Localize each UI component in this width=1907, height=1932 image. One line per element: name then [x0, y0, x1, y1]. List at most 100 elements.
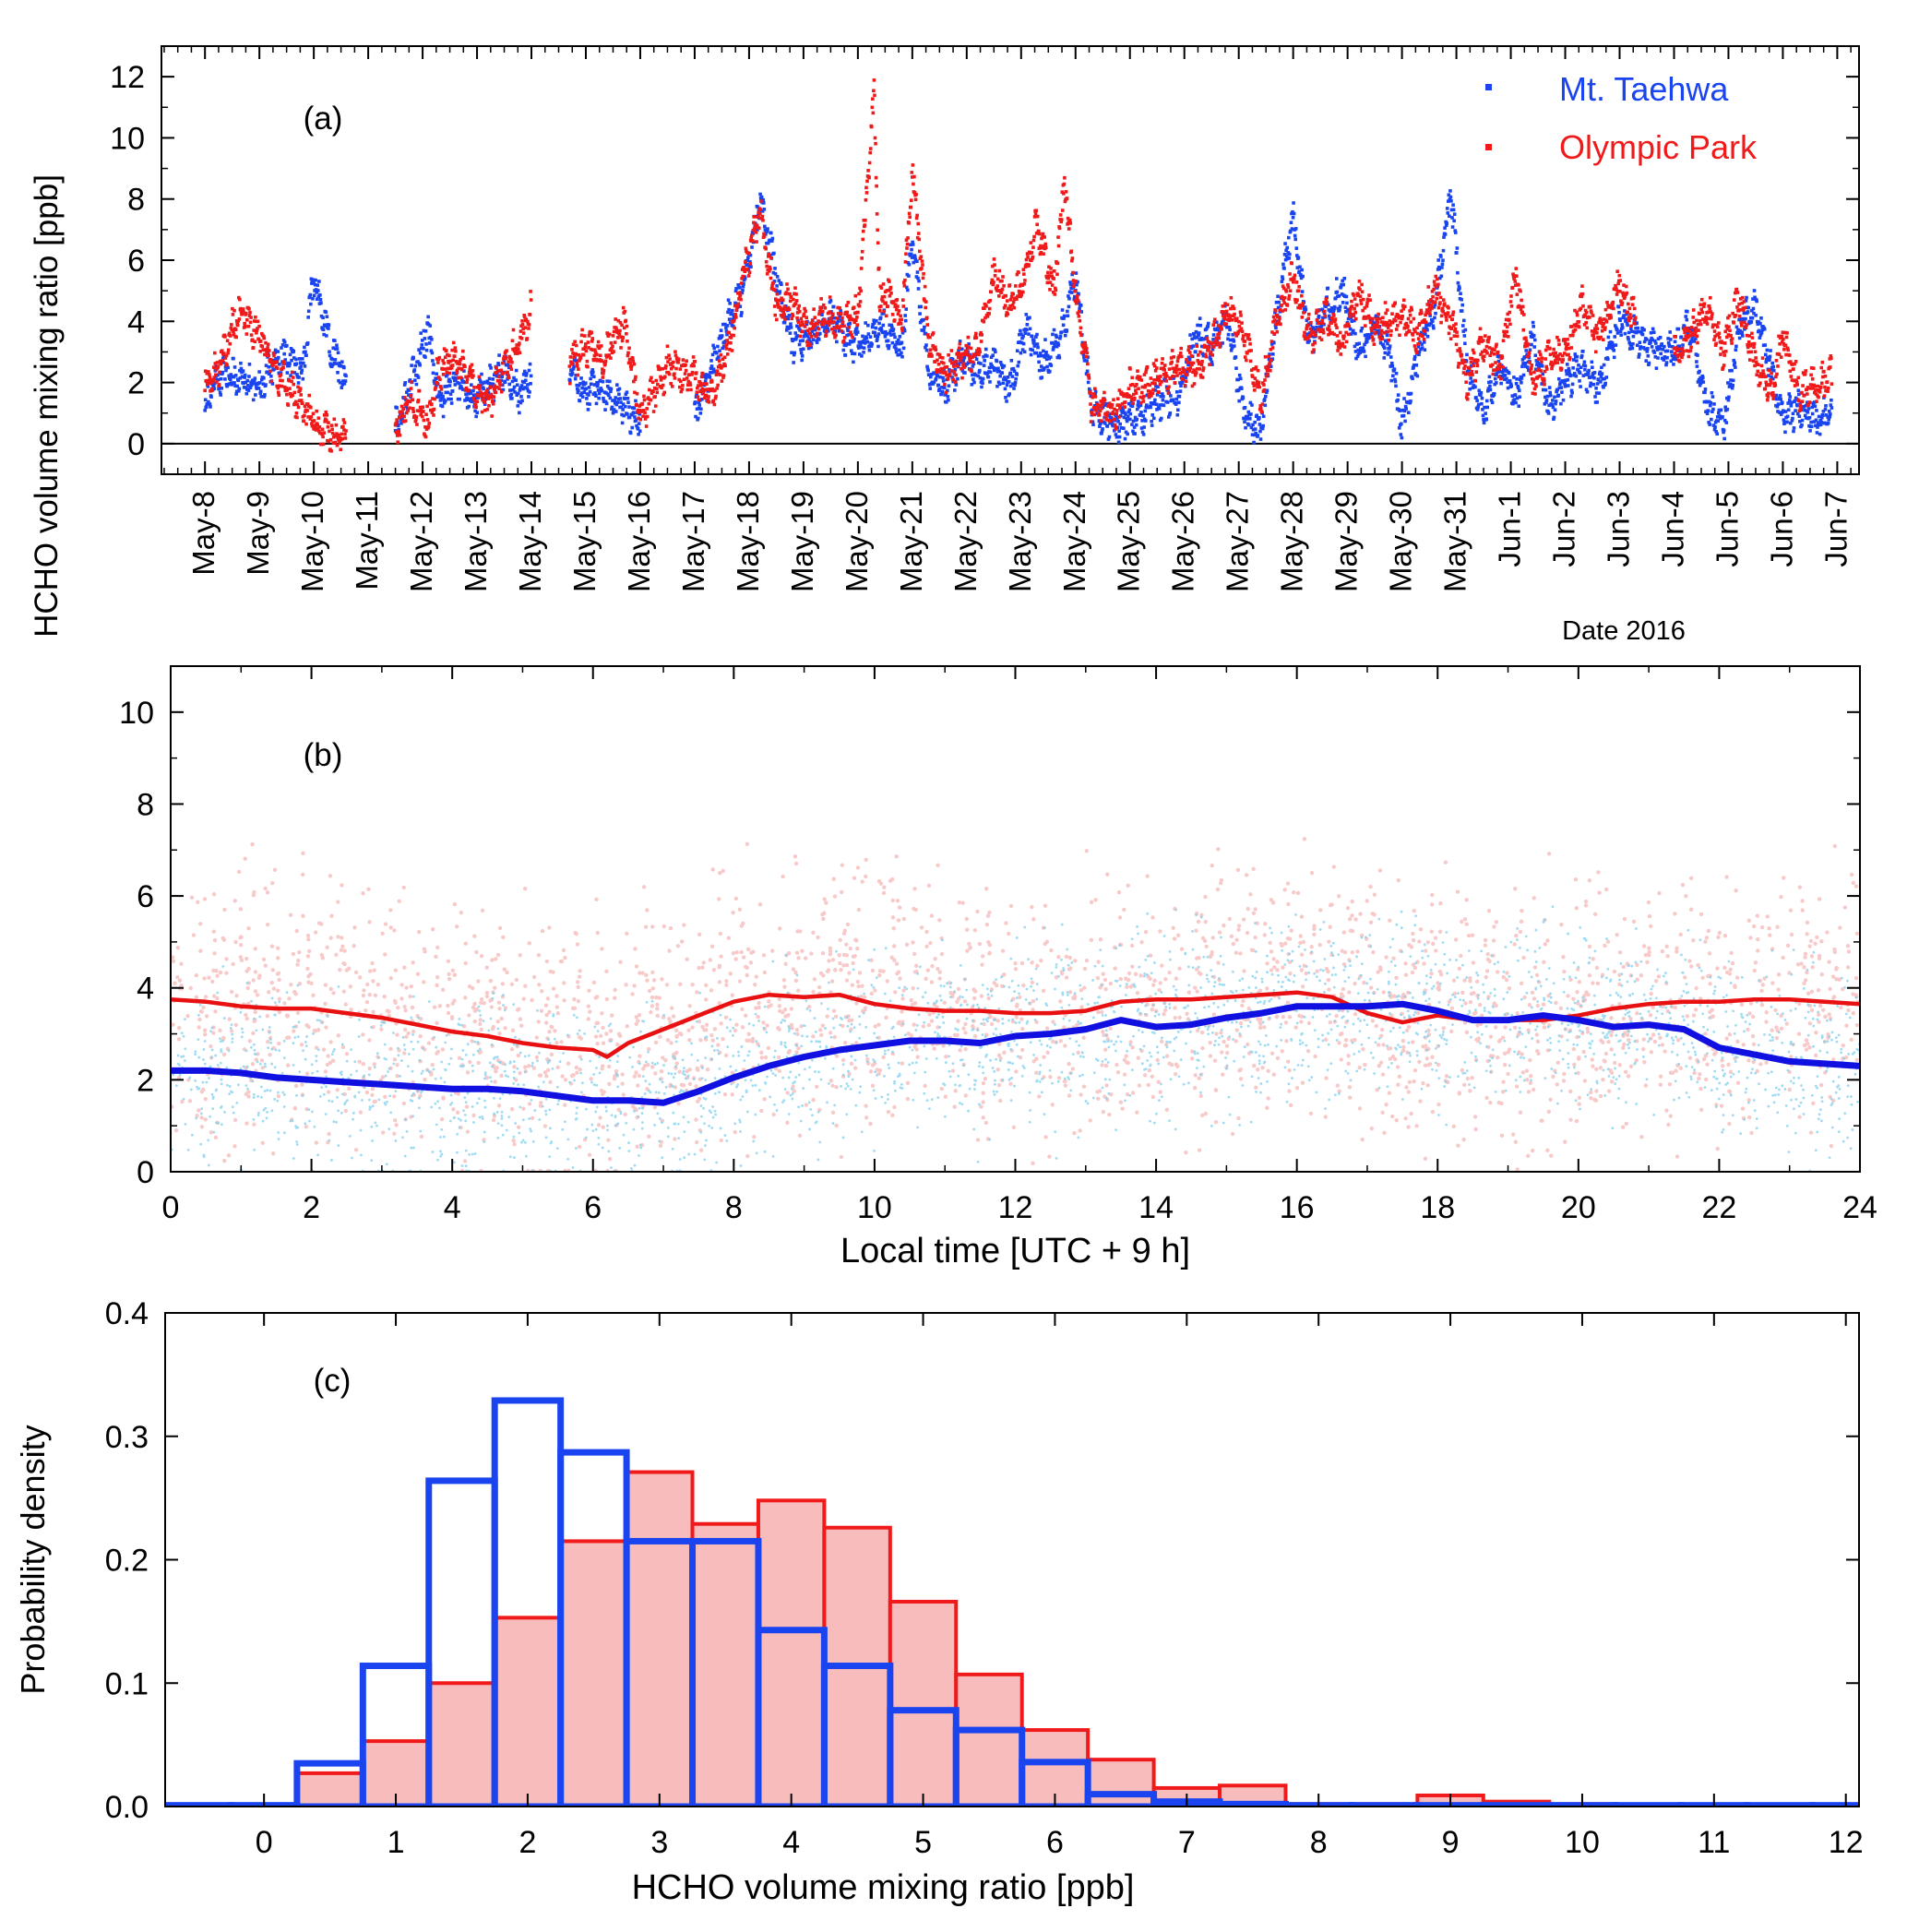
data-point: [1106, 437, 1111, 441]
data-point: [803, 306, 806, 311]
data-point: [1512, 398, 1517, 401]
data-point: [1664, 363, 1668, 367]
data-point: [298, 366, 302, 370]
data-point: [1163, 371, 1168, 376]
data-point: [626, 396, 630, 400]
data-point: [936, 352, 940, 356]
data-point: [800, 358, 804, 363]
data-point: [1178, 372, 1182, 376]
data-point: [995, 359, 999, 364]
data-point: [1386, 352, 1390, 356]
data-point: [899, 314, 902, 318]
data-point: [401, 420, 406, 423]
data-point: [1244, 425, 1247, 430]
data-point: [781, 298, 785, 303]
data-point: [1042, 244, 1046, 248]
data-point: [1124, 430, 1128, 435]
data-point: [1113, 423, 1117, 427]
data-point: [846, 301, 851, 304]
data-point: [440, 396, 444, 400]
data-point: [1383, 346, 1387, 350]
data-point: [1019, 328, 1022, 333]
data-point: [1434, 311, 1437, 316]
data-point: [853, 293, 858, 298]
data-point: [1158, 378, 1162, 383]
data-point: [322, 413, 327, 417]
data-point: [716, 364, 721, 369]
data-point: [916, 232, 921, 235]
data-point: [1620, 323, 1625, 327]
data-point: [265, 351, 268, 354]
data-point: [590, 337, 595, 340]
data-point: [1209, 357, 1213, 362]
data-point: [1329, 309, 1333, 313]
data-point: [1052, 328, 1056, 332]
data-point: [576, 364, 579, 368]
data-point: [1504, 366, 1508, 371]
data-point: [1569, 388, 1574, 393]
data-point: [1468, 381, 1472, 386]
data-point: [603, 400, 608, 404]
data-point: [1108, 421, 1112, 425]
data-point: [305, 341, 310, 345]
data-point: [733, 304, 737, 308]
data-point: [527, 323, 531, 327]
data-point: [219, 393, 222, 397]
data-point: [238, 368, 242, 373]
data-point: [922, 328, 926, 332]
data-point: [1775, 397, 1779, 401]
data-point: [950, 361, 955, 364]
data-point: [824, 327, 828, 330]
data-point: [1548, 390, 1553, 395]
data-point: [516, 404, 520, 408]
data-point: [257, 370, 261, 374]
data-point: [1535, 360, 1540, 364]
data-point: [1036, 229, 1041, 233]
data-point: [1402, 409, 1407, 413]
data-point: [338, 436, 342, 440]
data-point: [1170, 360, 1174, 364]
data-point: [1451, 208, 1456, 212]
data-point: [1009, 307, 1013, 312]
data-point: [1809, 420, 1813, 424]
data-point: [727, 307, 731, 312]
data-point: [625, 331, 628, 336]
data-point: [1241, 337, 1245, 341]
data-point: [493, 373, 496, 377]
data-point: [1219, 328, 1223, 331]
data-point: [1293, 233, 1297, 238]
data-point: [1821, 410, 1826, 413]
data-point: [336, 351, 340, 355]
data-point: [924, 331, 928, 336]
data-point: [1130, 376, 1134, 380]
data-point: [1398, 409, 1402, 412]
data-point: [1381, 342, 1386, 347]
data-point: [425, 404, 429, 409]
data-point: [584, 349, 589, 353]
data-point: [961, 362, 966, 365]
data-point: [261, 382, 266, 387]
data-point: [860, 354, 864, 358]
data-point: [1206, 340, 1210, 343]
data-point: [1459, 292, 1462, 296]
data-point: [323, 324, 328, 328]
data-point: [1092, 412, 1097, 417]
data-point: [1187, 369, 1192, 373]
data-point: [999, 291, 1004, 294]
data-point: [205, 371, 209, 376]
data-point: [668, 357, 672, 361]
data-point: [1367, 336, 1371, 340]
data-point: [923, 284, 927, 289]
data-point: [963, 351, 967, 355]
data-point: [1719, 408, 1723, 412]
data-point: [872, 318, 876, 322]
data-point: [335, 432, 339, 435]
data-point: [1737, 336, 1742, 340]
data-point: [868, 335, 873, 339]
data-point: [246, 383, 250, 388]
data-point: [958, 340, 962, 343]
data-point: [663, 366, 668, 370]
data-point: [1128, 417, 1132, 422]
data-point: [1179, 346, 1184, 351]
data-point: [1225, 303, 1230, 307]
